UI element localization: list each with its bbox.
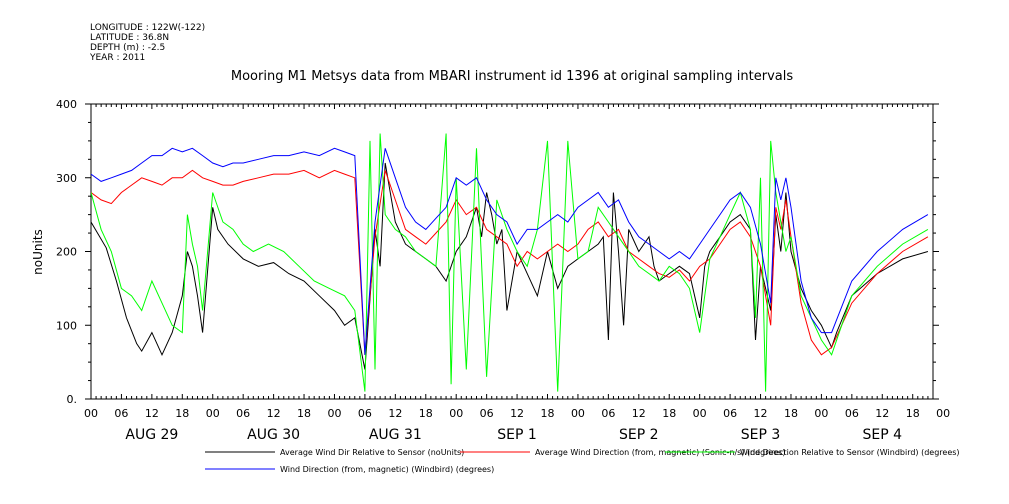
x-hour-label: 18 bbox=[297, 407, 311, 420]
x-hour-label: 12 bbox=[388, 407, 402, 420]
series-line-1 bbox=[91, 162, 929, 370]
series-line-4 bbox=[91, 147, 929, 355]
x-hour-label: 12 bbox=[145, 407, 159, 420]
legend-label: Average Wind Dir Relative to Sensor (noU… bbox=[280, 448, 464, 457]
chart-title: Mooring M1 Metsys data from MBARI instru… bbox=[231, 69, 793, 84]
metadata-line: LONGITUDE : 122W(-122) bbox=[90, 23, 205, 33]
x-hour-label: 12 bbox=[510, 407, 524, 420]
x-date-label: SEP 4 bbox=[863, 427, 903, 443]
x-hour-label: 06 bbox=[480, 407, 494, 420]
metadata-block: LONGITUDE : 122W(-122)LATITUDE : 36.8NDE… bbox=[89, 23, 205, 63]
x-hour-label: 18 bbox=[662, 407, 676, 420]
x-hour-label: 00 bbox=[327, 407, 341, 420]
legend-label: Wind Direction (from, magnetic) (Windbir… bbox=[280, 465, 494, 474]
x-hour-label: 12 bbox=[267, 407, 281, 420]
x-hour-label: 00 bbox=[936, 407, 950, 420]
x-hour-label: 06 bbox=[114, 407, 128, 420]
series-line-2 bbox=[91, 169, 929, 356]
y-tick-label: 0. bbox=[67, 393, 78, 406]
x-hour-label: 06 bbox=[236, 407, 250, 420]
x-date-label: SEP 1 bbox=[497, 427, 537, 443]
x-hour-label: 18 bbox=[906, 407, 920, 420]
metadata-line: YEAR : 2011 bbox=[89, 53, 145, 63]
metadata-line: DEPTH (m) : -2.5 bbox=[90, 43, 165, 53]
x-hour-label: 06 bbox=[601, 407, 615, 420]
x-hour-label: 18 bbox=[419, 407, 433, 420]
metadata-line: LATITUDE : 36.8N bbox=[90, 33, 169, 43]
x-hour-label: 00 bbox=[571, 407, 585, 420]
y-tick-label: 100 bbox=[56, 319, 77, 332]
x-hour-label: 06 bbox=[723, 407, 737, 420]
x-date-label: AUG 30 bbox=[247, 427, 300, 443]
x-hour-label: 00 bbox=[449, 407, 463, 420]
x-hour-label: 12 bbox=[754, 407, 768, 420]
x-hour-label: 18 bbox=[175, 407, 189, 420]
x-date-label: AUG 31 bbox=[369, 427, 422, 443]
x-hour-label: 18 bbox=[784, 407, 798, 420]
x-date-label: SEP 2 bbox=[619, 427, 659, 443]
x-hour-label: 18 bbox=[541, 407, 555, 420]
y-tick-label: 400 bbox=[56, 98, 77, 111]
x-hour-label: 00 bbox=[693, 407, 707, 420]
series-line-3 bbox=[91, 133, 929, 392]
x-hour-label: 00 bbox=[814, 407, 828, 420]
x-date-label: SEP 3 bbox=[741, 427, 781, 443]
x-date-label: AUG 29 bbox=[125, 427, 178, 443]
legend-label: Wind Direction Relative to Sensor (Windb… bbox=[740, 448, 960, 457]
plot-area bbox=[91, 133, 929, 392]
x-hour-label: 12 bbox=[632, 407, 646, 420]
x-hour-label: 06 bbox=[845, 407, 859, 420]
y-axis-label: noUnits bbox=[31, 229, 45, 275]
x-hour-label: 06 bbox=[358, 407, 372, 420]
x-hour-label: 12 bbox=[875, 407, 889, 420]
x-hour-label: 00 bbox=[84, 407, 98, 420]
y-tick-label: 200 bbox=[56, 246, 77, 259]
y-tick-label: 300 bbox=[56, 172, 77, 185]
x-hour-label: 00 bbox=[206, 407, 220, 420]
legend: Average Wind Dir Relative to Sensor (noU… bbox=[205, 448, 960, 474]
plot-border bbox=[90, 103, 934, 400]
legend-label: Average Wind Direction (from, magnetic) … bbox=[535, 448, 785, 457]
plot-frame: 0. 100 200 300 400 00 06 12 18 00 06 12 18 00 06 12 18 00… bbox=[56, 98, 950, 443]
